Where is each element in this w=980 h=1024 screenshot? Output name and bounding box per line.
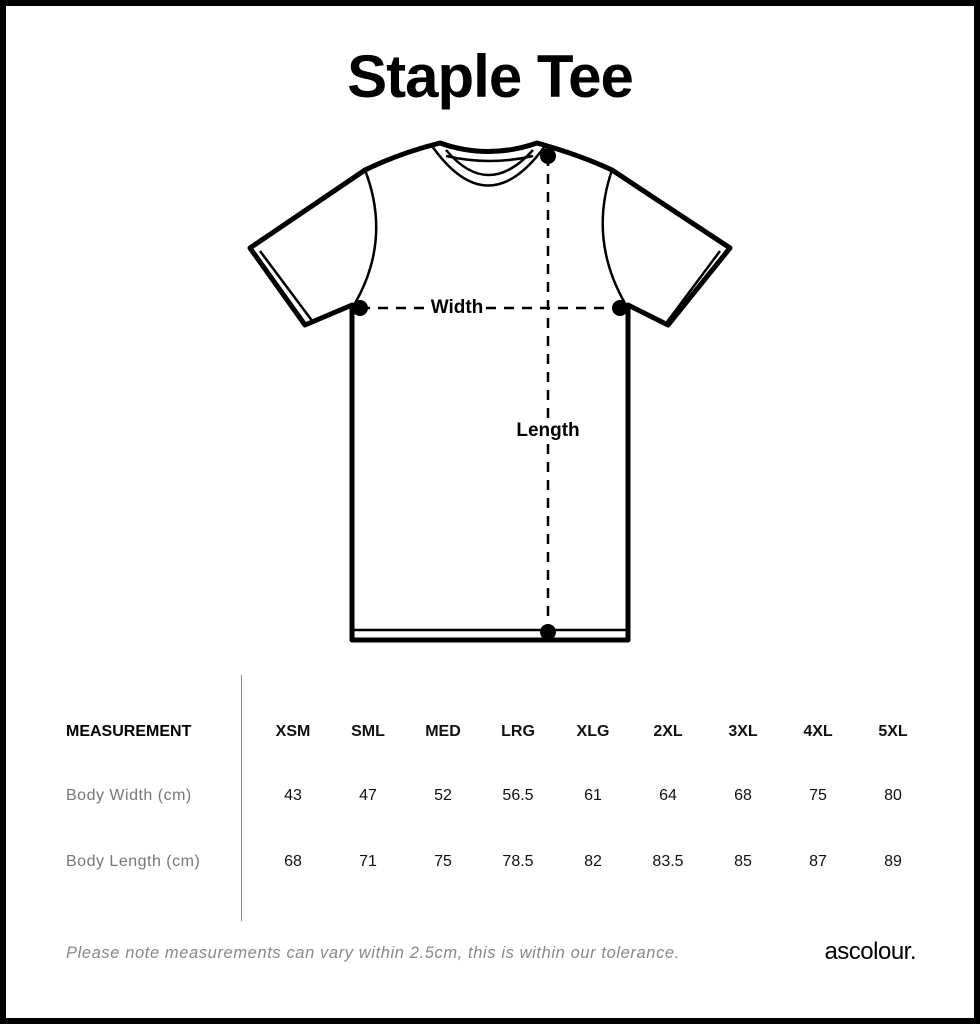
length-label: Length [514,420,582,442]
table-cell: 80 [884,787,902,804]
measure-dot-bottom [540,624,556,640]
size-header-5xl: 5XL [878,723,908,740]
row-label: Body Width (cm) [66,787,192,804]
measure-dot-left [352,300,368,316]
table-cell: 75 [434,853,452,870]
table-divider [241,675,242,921]
table-cell: 68 [734,787,752,804]
left-cuff-line [258,250,315,323]
width-label: Width [428,297,486,319]
collar-band [445,154,534,163]
left-sleeve-seam [352,169,378,306]
tshirt-outline [247,140,733,643]
right-sleeve-seam [601,169,628,306]
measure-dot-right [612,300,628,316]
size-header-xsm: XSM [275,723,311,740]
table-cell: 78.5 [502,853,534,870]
table-cell: 71 [359,853,377,870]
right-cuff-line [665,250,722,323]
measurement-header: MEASUREMENT [66,723,192,740]
size-header-lrg: LRG [501,723,535,740]
table-cell: 68 [284,853,302,870]
brand-logo: ascolour. [824,938,916,965]
table-cell: 43 [284,787,302,804]
table-cell: 83.5 [652,853,684,870]
table-cell: 82 [584,853,602,870]
row-label: Body Length (cm) [66,853,201,870]
table-cell: 47 [359,787,377,804]
size-header-3xl: 3XL [728,723,758,740]
table-cell: 89 [884,853,902,870]
size-header-4xl: 4XL [803,723,833,740]
size-header-med: MED [425,723,461,740]
size-header-sml: SML [351,723,385,740]
tshirt-diagram [247,140,733,643]
size-header-xlg: XLG [576,723,610,740]
collar-outer [430,145,547,187]
measure-dot-top [540,148,556,164]
table-cell: 75 [809,787,827,804]
tolerance-note: Please note measurements can vary within… [66,944,680,962]
page-title: Staple Tee [347,43,634,110]
collar-inner [445,149,534,177]
table-cell: 64 [659,787,677,804]
size-header-2xl: 2XL [653,723,683,740]
table-cell: 87 [809,853,827,870]
table-cell: 56.5 [502,787,534,804]
table-cell: 61 [584,787,602,804]
table-cell: 85 [734,853,752,870]
table-cell: 52 [434,787,452,804]
